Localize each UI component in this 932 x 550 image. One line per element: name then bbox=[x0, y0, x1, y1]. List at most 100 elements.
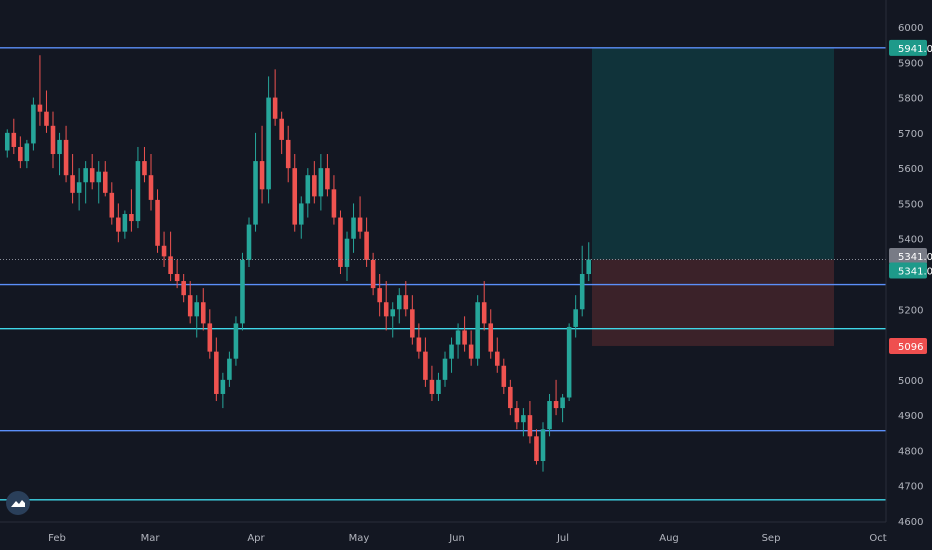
candle[interactable] bbox=[586, 242, 592, 282]
time-tick-label: Apr bbox=[247, 533, 265, 544]
candle[interactable] bbox=[116, 203, 121, 243]
tradingview-logo-button[interactable] bbox=[6, 491, 30, 515]
candle[interactable] bbox=[383, 281, 389, 331]
candle[interactable] bbox=[50, 111, 56, 169]
candle[interactable] bbox=[331, 175, 337, 225]
candle[interactable] bbox=[514, 401, 520, 430]
candle[interactable] bbox=[200, 288, 206, 331]
candle[interactable] bbox=[501, 358, 507, 394]
candle[interactable] bbox=[305, 168, 311, 218]
candle[interactable] bbox=[266, 76, 271, 204]
candle[interactable] bbox=[57, 132, 62, 176]
candle[interactable] bbox=[521, 408, 526, 437]
candle[interactable] bbox=[70, 154, 75, 204]
candle[interactable] bbox=[129, 189, 134, 232]
candle[interactable] bbox=[364, 217, 369, 267]
candle[interactable] bbox=[240, 252, 245, 331]
candle[interactable] bbox=[174, 259, 180, 289]
candle[interactable] bbox=[44, 90, 49, 133]
candle[interactable] bbox=[377, 274, 382, 317]
candle[interactable] bbox=[488, 309, 494, 359]
candle[interactable] bbox=[312, 161, 317, 204]
candle[interactable] bbox=[63, 125, 69, 183]
candle[interactable] bbox=[24, 139, 30, 169]
candle[interactable] bbox=[142, 146, 147, 183]
candle[interactable] bbox=[285, 125, 291, 183]
candle[interactable] bbox=[468, 330, 474, 366]
candle[interactable] bbox=[18, 136, 23, 169]
candle[interactable] bbox=[462, 316, 467, 352]
candle[interactable] bbox=[11, 118, 17, 155]
candle[interactable] bbox=[298, 196, 304, 239]
candle[interactable] bbox=[403, 281, 409, 317]
candle[interactable] bbox=[390, 302, 396, 338]
candle[interactable] bbox=[4, 129, 10, 158]
candle[interactable] bbox=[89, 154, 95, 190]
candle[interactable] bbox=[109, 182, 115, 225]
candle[interactable] bbox=[540, 422, 546, 472]
candle[interactable] bbox=[338, 210, 343, 274]
candle[interactable] bbox=[246, 217, 252, 267]
candle[interactable] bbox=[410, 295, 415, 345]
candle[interactable] bbox=[279, 111, 284, 155]
candle[interactable] bbox=[31, 97, 36, 151]
candle[interactable] bbox=[396, 288, 402, 324]
candle-body bbox=[148, 175, 154, 200]
candle[interactable] bbox=[83, 161, 88, 204]
candle[interactable] bbox=[579, 245, 585, 317]
candle[interactable] bbox=[573, 295, 578, 338]
candle[interactable] bbox=[508, 379, 513, 416]
candle[interactable] bbox=[566, 323, 572, 402]
candle[interactable] bbox=[96, 161, 102, 204]
candle[interactable] bbox=[370, 252, 376, 296]
time-tick-label: Oct bbox=[869, 533, 886, 544]
candle[interactable] bbox=[37, 55, 43, 126]
candle[interactable] bbox=[351, 203, 356, 253]
candle[interactable] bbox=[416, 323, 422, 359]
candle[interactable] bbox=[194, 295, 200, 338]
candle[interactable] bbox=[207, 309, 213, 359]
candle[interactable] bbox=[187, 281, 193, 324]
candle[interactable] bbox=[214, 337, 219, 402]
candle[interactable] bbox=[553, 379, 559, 416]
candle[interactable] bbox=[292, 154, 298, 232]
candle[interactable] bbox=[102, 161, 108, 197]
candle[interactable] bbox=[481, 281, 487, 331]
time-axis[interactable]: Feb Mar Apr May Jun Jul Aug Sep Oct bbox=[48, 533, 887, 544]
candle[interactable] bbox=[259, 125, 265, 204]
candle[interactable] bbox=[135, 146, 141, 229]
candle[interactable] bbox=[357, 196, 363, 239]
candle[interactable] bbox=[455, 323, 461, 359]
candle[interactable] bbox=[560, 393, 565, 423]
candle[interactable] bbox=[449, 337, 454, 373]
candle[interactable] bbox=[423, 337, 428, 387]
candle[interactable] bbox=[76, 168, 82, 211]
candle[interactable] bbox=[436, 372, 441, 402]
candle[interactable] bbox=[494, 337, 500, 373]
candle[interactable] bbox=[344, 231, 350, 282]
candle[interactable] bbox=[475, 295, 480, 366]
candle[interactable] bbox=[534, 429, 539, 465]
candle[interactable] bbox=[325, 154, 330, 197]
candle[interactable] bbox=[272, 69, 278, 126]
candle[interactable] bbox=[122, 210, 128, 239]
candle[interactable] bbox=[233, 316, 239, 366]
price-tick-label: 6000 bbox=[898, 23, 923, 34]
candle[interactable] bbox=[227, 351, 232, 387]
candle[interactable] bbox=[527, 401, 533, 444]
candle[interactable] bbox=[155, 189, 160, 253]
candle[interactable] bbox=[161, 231, 167, 267]
candle-body bbox=[44, 111, 49, 126]
candle[interactable] bbox=[318, 154, 324, 211]
candle[interactable] bbox=[220, 372, 226, 409]
candle[interactable] bbox=[547, 393, 552, 437]
candle[interactable] bbox=[442, 351, 448, 387]
candle[interactable] bbox=[148, 154, 154, 211]
candle[interactable] bbox=[168, 231, 173, 282]
candle[interactable] bbox=[253, 132, 258, 232]
candle[interactable] bbox=[181, 274, 186, 303]
candle[interactable] bbox=[429, 365, 435, 402]
candle-body bbox=[70, 175, 75, 193]
